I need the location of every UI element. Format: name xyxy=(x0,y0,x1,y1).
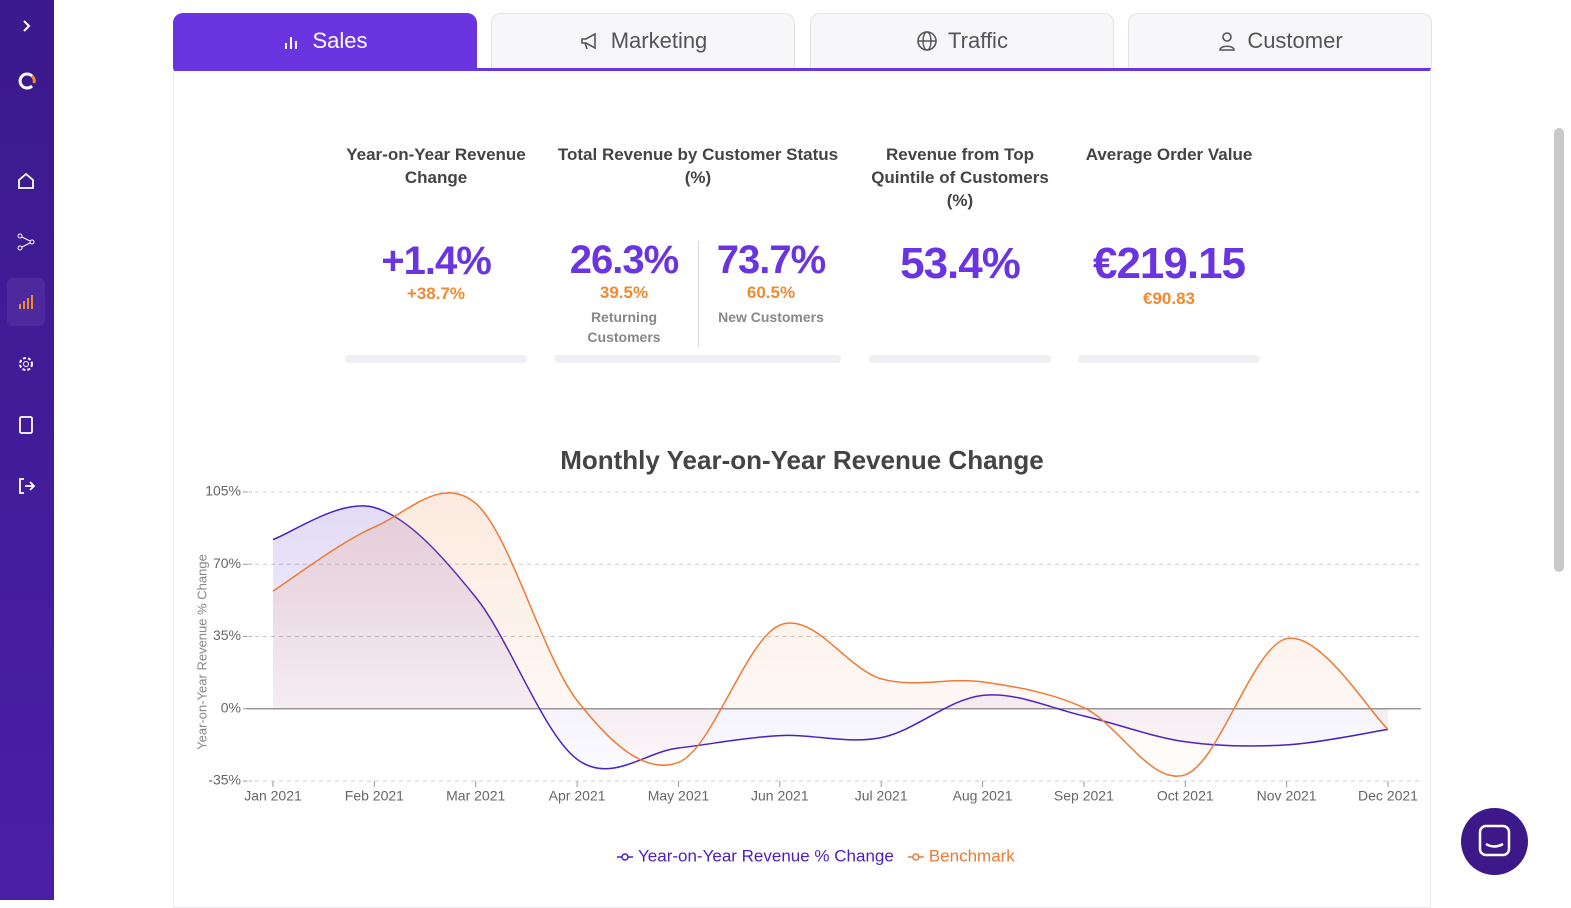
progress-bar xyxy=(869,355,1051,363)
y-tick-label: -35% xyxy=(208,772,241,788)
kpi-part: 73.7% 60.5% New Customers xyxy=(698,238,844,327)
kpi-value: 26.3% xyxy=(569,238,679,282)
tab[interactable]: Traffic xyxy=(810,13,1114,68)
kpi-card: Total Revenue by Customer Status (%) 26.… xyxy=(548,143,848,347)
logo[interactable] xyxy=(14,69,38,93)
tab-label: Sales xyxy=(312,28,368,53)
scrollbar[interactable] xyxy=(1554,128,1564,572)
kpi-title: Revenue from Top Quintile of Customers (… xyxy=(871,145,1049,210)
kpi-sub: €90.83 xyxy=(1143,289,1195,308)
x-tick-label: May 2021 xyxy=(648,788,710,804)
tab-label: Marketing xyxy=(610,28,708,53)
flow-icon[interactable] xyxy=(14,230,38,254)
x-tick-label: Jul 2021 xyxy=(855,788,908,804)
kpi-value: +1.4% xyxy=(381,239,492,283)
chat-button[interactable] xyxy=(1461,808,1528,875)
tab-icon xyxy=(580,32,596,50)
legend-label: Benchmark xyxy=(929,846,1015,865)
kpi-value: 73.7% xyxy=(716,238,826,282)
active-nav xyxy=(7,278,45,326)
x-tick-label: Jun 2021 xyxy=(751,788,809,804)
kpi-sub: 60.5% xyxy=(746,283,796,302)
divider xyxy=(698,241,699,347)
tab[interactable]: Marketing xyxy=(491,13,795,68)
x-tick-label: Apr 2021 xyxy=(549,788,606,804)
progress-bar xyxy=(345,355,527,363)
progress-bar xyxy=(1078,355,1260,363)
legend-marker xyxy=(621,853,629,861)
chat-icon xyxy=(1478,824,1511,857)
x-tick-label: Mar 2021 xyxy=(446,788,505,804)
sidebar xyxy=(0,0,54,900)
legend-marker xyxy=(912,853,920,861)
tab[interactable]: Sales xyxy=(173,13,477,68)
legend-label: Year-on-Year Revenue % Change xyxy=(638,846,894,865)
y-tick-label: 105% xyxy=(205,483,241,499)
x-tick-label: Aug 2021 xyxy=(953,788,1013,804)
kpi-card: Average Order Value €219.15 €90.83 xyxy=(1068,143,1270,309)
kpi-label: Returning Customers xyxy=(587,309,661,345)
book-icon[interactable] xyxy=(14,413,38,437)
y-tick-label: 35% xyxy=(213,627,241,643)
chart-title: Monthly Year-on-Year Revenue Change xyxy=(560,445,1044,475)
settings-icon[interactable] xyxy=(14,352,38,376)
kpi-value: 53.4% xyxy=(900,239,1021,288)
series-area xyxy=(273,492,1388,777)
tab-icon xyxy=(917,31,937,51)
series-line xyxy=(272,492,1389,777)
kpi-title: Total Revenue by Customer Status (%) xyxy=(557,145,839,187)
x-tick-label: Sep 2021 xyxy=(1054,788,1114,804)
tab-label: Traffic xyxy=(948,28,1008,53)
tab[interactable]: Customer xyxy=(1128,13,1432,68)
y-tick-label: 0% xyxy=(221,699,241,715)
x-tick-label: Nov 2021 xyxy=(1257,788,1317,804)
chart-icon[interactable] xyxy=(14,290,38,314)
tab-icon xyxy=(285,37,298,49)
expand-icon[interactable] xyxy=(14,14,38,38)
kpi-title: Year-on-Year Revenue Change xyxy=(346,145,526,187)
kpi-label: New Customers xyxy=(718,309,824,325)
kpi-sub: +38.7% xyxy=(406,284,466,303)
progress-bar xyxy=(554,355,841,363)
home-icon[interactable] xyxy=(14,169,38,193)
kpi-card: Revenue from Top Quintile of Customers (… xyxy=(864,143,1056,289)
y-axis-label: Year-on-Year Revenue % Change xyxy=(194,554,209,750)
x-tick-label: Oct 2021 xyxy=(1157,788,1214,804)
tab-icon xyxy=(1219,32,1236,51)
kpi-value: €219.15 xyxy=(1092,239,1246,288)
x-tick-label: Jan 2021 xyxy=(244,788,302,804)
x-tick-label: Feb 2021 xyxy=(345,788,404,804)
logout-icon[interactable] xyxy=(14,474,38,498)
kpi-part: 26.3% 39.5% Returning Customers xyxy=(548,238,700,347)
kpi-sub: 39.5% xyxy=(599,283,649,302)
y-tick-label: 70% xyxy=(213,555,241,571)
tab-label: Customer xyxy=(1247,28,1343,53)
kpi-title: Average Order Value xyxy=(1085,145,1253,164)
x-tick-label: Dec 2021 xyxy=(1358,788,1418,804)
kpi-card: Year-on-Year Revenue Change +1.4% +38.7% xyxy=(345,143,527,304)
